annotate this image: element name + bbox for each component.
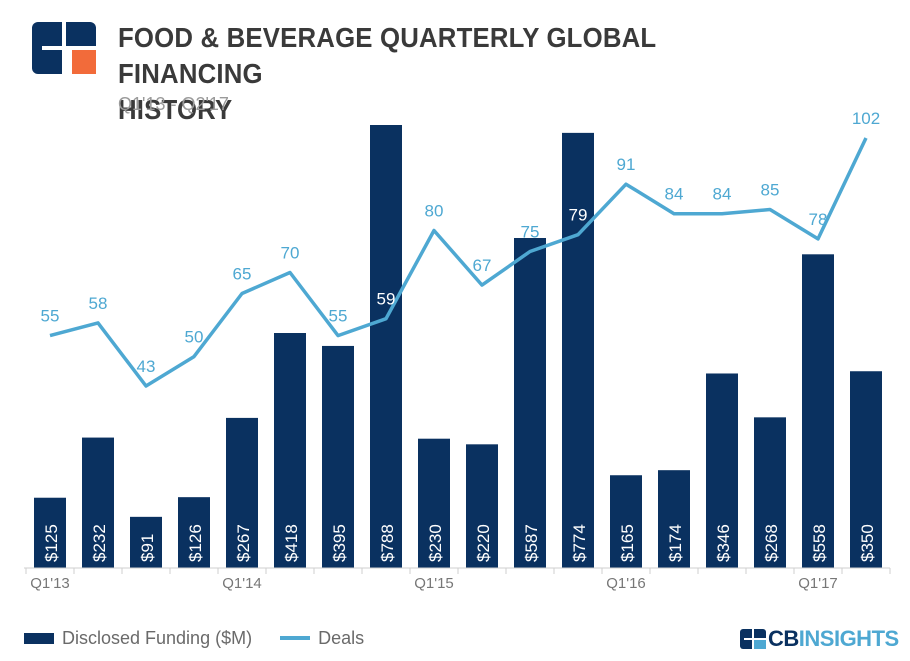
- deals-label-17: 78: [809, 210, 828, 229]
- chart-title-line2: HISTORY: [118, 94, 233, 125]
- deals-label-6: 70: [281, 244, 300, 263]
- deals-label-16: 85: [761, 180, 780, 199]
- funding-bar-label-14: $174: [666, 524, 685, 562]
- funding-bar-label-15: $346: [714, 524, 733, 562]
- deals-label-10: 67: [473, 256, 492, 275]
- funding-bar-6: [274, 333, 306, 568]
- deals-label-5: 65: [233, 265, 252, 284]
- funding-bar-13: [610, 475, 642, 568]
- brand-insights-text: INSIGHTS: [798, 626, 899, 651]
- legend-deals-swatch: [280, 636, 311, 640]
- deals-label-7: 55: [329, 307, 348, 326]
- cbinsights-brand: CB INSIGHTS: [740, 626, 899, 652]
- funding-bar-label-2: $232: [90, 524, 109, 562]
- funding-bar-3: [130, 516, 162, 568]
- funding-bar-18: [850, 371, 882, 568]
- funding-bar-1: [34, 497, 66, 568]
- funding-bars: [34, 125, 882, 569]
- legend-funding-swatch: [24, 632, 54, 644]
- deals-label-15: 84: [713, 185, 732, 204]
- funding-bar-12: [562, 132, 594, 569]
- deals-label-8: 59: [377, 290, 396, 309]
- funding-bar-labels: $125 $232 $91 $126 $267 $418 $395 $788 $230 $220 $…: [42, 524, 877, 562]
- funding-bar-2: [82, 437, 114, 568]
- funding-bar-10: [466, 444, 498, 568]
- deals-label-2: 58: [89, 294, 108, 313]
- funding-bar-label-5: $267: [234, 524, 253, 562]
- funding-bar-4: [178, 497, 210, 568]
- funding-bar-label-1: $125: [42, 524, 61, 562]
- chart-legend: Disclosed Funding ($M) Deals: [24, 625, 364, 651]
- brand-cb-text: CB: [768, 626, 799, 651]
- funding-bar-label-8: $788: [378, 524, 397, 562]
- deals-label-11: 75: [521, 222, 540, 241]
- deals-label-9: 80: [425, 201, 444, 220]
- deals-data-labels: 55 58 43 50 65 70 55 59 80 67 75 79 91 84 84 85 78 102: [41, 109, 881, 376]
- x-tick-label: Q1'13: [30, 575, 70, 592]
- cbinsights-logo-icon: [32, 22, 96, 74]
- funding-bar-label-9: $230: [426, 524, 445, 562]
- deals-label-13: 91: [617, 155, 636, 174]
- x-tick-label: Q1'15: [414, 575, 454, 592]
- funding-bar-label-6: $418: [282, 524, 301, 562]
- funding-bar-label-12: $774: [570, 524, 589, 562]
- funding-bar-label-10: $220: [474, 524, 493, 562]
- funding-bar-5: [226, 417, 258, 568]
- deals-line: [49, 137, 868, 388]
- deals-label-4: 50: [185, 328, 204, 347]
- funding-bar-label-4: $126: [186, 524, 205, 562]
- funding-bar-14: [658, 470, 690, 568]
- x-tick-label: Q1'16: [606, 575, 646, 592]
- funding-bar-11: [514, 237, 546, 569]
- deals-label-3: 43: [137, 357, 156, 376]
- deals-label-18: 102: [852, 109, 880, 128]
- funding-bar-label-16: $268: [762, 524, 781, 562]
- deals-label-14: 84: [665, 185, 684, 204]
- funding-bar-label-17: $558: [810, 524, 829, 562]
- chart-title-line1: FOOD & BEVERAGE QUARTERLY GLOBAL FINANCI…: [118, 22, 656, 89]
- funding-bar-17: [802, 254, 834, 568]
- chart-title: FOOD & BEVERAGE QUARTERLY GLOBAL FINANCI…: [118, 20, 762, 128]
- x-tick-label: Q1'14: [222, 575, 262, 592]
- deals-label-1: 55: [41, 307, 60, 326]
- legend-deals-label: Deals: [318, 627, 365, 648]
- funding-bar-15: [706, 373, 738, 568]
- cbinsights-mark-icon: [740, 629, 766, 649]
- x-axis-tick-labels: Q1'13 Q1'14 Q1'15 Q1'16 Q1'17: [30, 575, 838, 592]
- funding-bar-label-18: $350: [858, 524, 877, 562]
- funding-bar-label-13: $165: [618, 524, 637, 562]
- funding-bar-8: [370, 125, 402, 568]
- funding-bar-label-3: $91: [138, 534, 157, 562]
- chart-subtitle: Q1'13 - Q2'17: [118, 94, 229, 114]
- funding-bar-label-11: $587: [522, 524, 541, 562]
- funding-bar-16: [754, 417, 786, 568]
- x-tick-label: Q1'17: [798, 575, 838, 592]
- legend-funding-label: Disclosed Funding ($M): [62, 627, 253, 648]
- deals-label-12: 79: [569, 206, 588, 225]
- funding-bar-7: [322, 345, 354, 568]
- funding-bar-9: [418, 438, 450, 568]
- funding-bar-label-7: $395: [330, 524, 349, 562]
- x-axis-ticks: [25, 568, 891, 574]
